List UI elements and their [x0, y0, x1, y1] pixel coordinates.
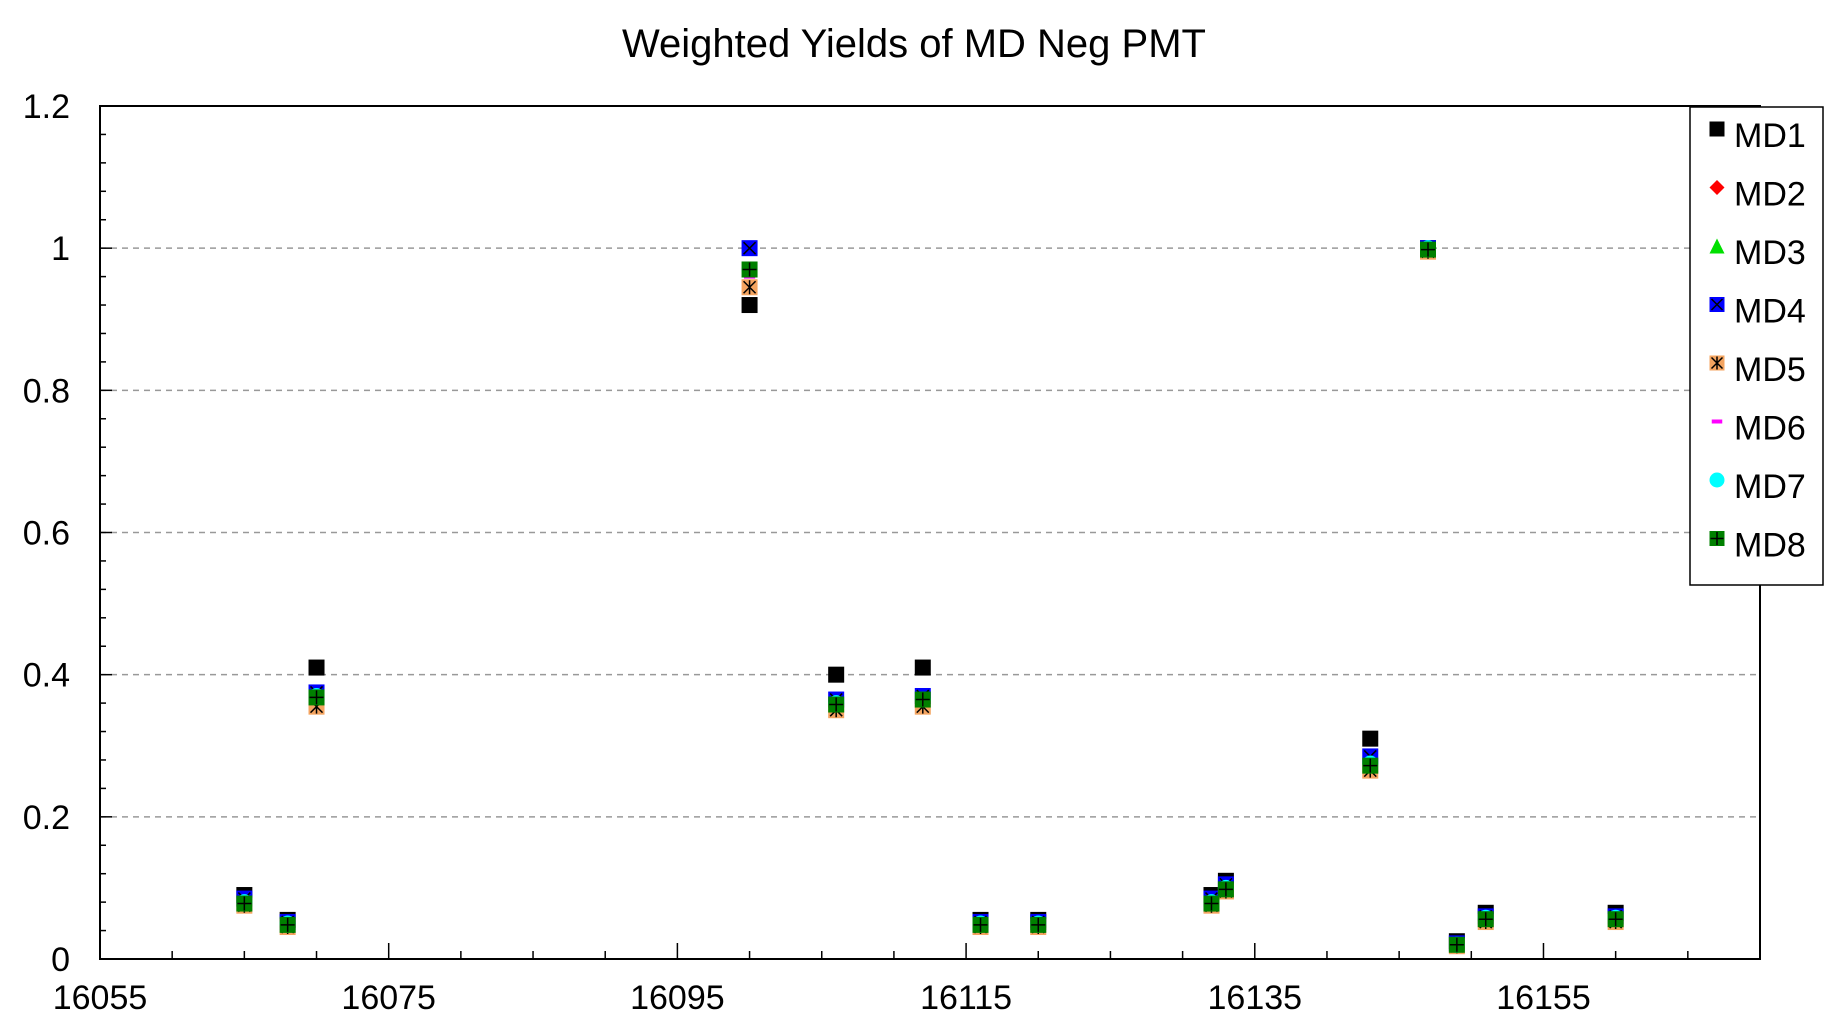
- y-tick-label: 0.6: [23, 515, 70, 553]
- point-md1: [828, 666, 845, 683]
- legend-marker-md8: [1709, 531, 1725, 546]
- point-md8: [914, 691, 931, 708]
- legend-label-md4: MD4: [1734, 293, 1806, 331]
- legend-label-md7: MD7: [1734, 468, 1806, 506]
- legend-marker-md5: [1709, 355, 1725, 371]
- point-md1: [1362, 730, 1379, 747]
- legend-label-md5: MD5: [1734, 351, 1806, 389]
- x-tick-label: 16135: [1208, 979, 1303, 1017]
- axes: 0 0.2 0.4 0.6 0.8 1 1.2 16055 16075 16095 16115 161…: [23, 88, 1761, 1017]
- point-md8: [308, 689, 325, 706]
- point-md8: [741, 261, 758, 278]
- x-tick-label: 16095: [630, 979, 725, 1017]
- legend-label-md1: MD1: [1734, 117, 1806, 155]
- legend-marker-md1: [1709, 121, 1725, 137]
- point-md1: [741, 297, 758, 314]
- point-md8: [1030, 916, 1047, 933]
- y-tick-label: 0.2: [23, 799, 70, 837]
- y-tick-label: 1.2: [23, 88, 70, 126]
- legend-marker-md7: [1709, 472, 1725, 488]
- point-md1: [914, 659, 931, 676]
- y-tick-label: 0.4: [23, 657, 70, 695]
- chart-title: Weighted Yields of MD Neg PMT: [622, 22, 1206, 66]
- point-md8: [1448, 936, 1465, 953]
- x-tick-label: 16055: [53, 979, 148, 1017]
- y-tick-label: 0: [51, 941, 70, 979]
- point-md8: [236, 895, 253, 912]
- grid-lines: [100, 247, 1760, 818]
- point-md4: [741, 240, 758, 257]
- point-md8: [1362, 757, 1379, 774]
- data-points: [236, 240, 1624, 955]
- legend-label-md6: MD6: [1734, 410, 1806, 448]
- legend-marker-md4: [1709, 297, 1725, 312]
- x-tick-label: 16155: [1496, 979, 1591, 1017]
- y-tick-label: 1: [51, 230, 70, 268]
- point-md1: [308, 659, 325, 676]
- point-md8: [972, 916, 989, 933]
- x-tick-label: 16075: [341, 979, 436, 1017]
- legend-label-md8: MD8: [1734, 527, 1806, 565]
- point-md8: [1203, 895, 1220, 912]
- legend-label-md3: MD3: [1734, 234, 1806, 272]
- legend-marker-md2: [1709, 180, 1725, 195]
- point-md8: [279, 916, 296, 933]
- legend: MD1 MD2 MD3 MD4 MD5 MD6 MD7 MD8: [1689, 106, 1824, 586]
- y-tick-label: 0.8: [23, 372, 70, 410]
- legend-marker-md6: [1711, 419, 1723, 424]
- point-md8: [1607, 911, 1624, 928]
- legend-marker-md3: [1709, 238, 1725, 254]
- point-md5: [741, 279, 758, 296]
- legend-label-md2: MD2: [1734, 176, 1806, 214]
- point-md8: [1420, 241, 1436, 258]
- x-tick-label: 16115: [920, 979, 1012, 1017]
- point-md8: [828, 696, 845, 713]
- point-md8: [1217, 881, 1234, 898]
- point-md8: [1477, 911, 1494, 928]
